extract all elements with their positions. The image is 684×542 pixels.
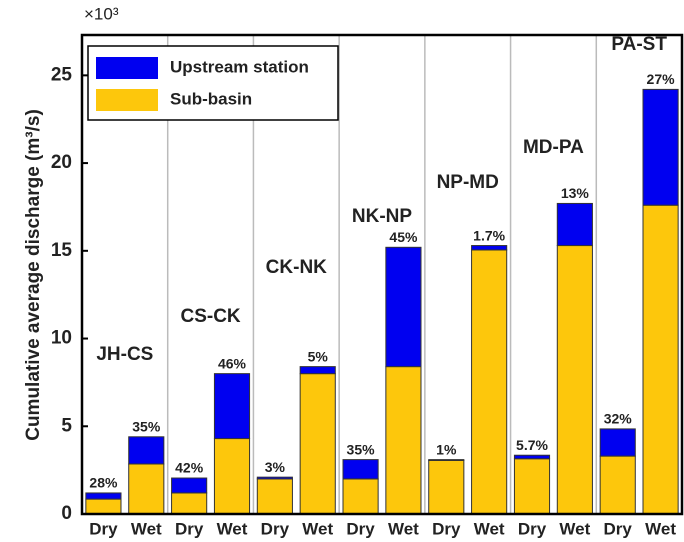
bar-segment: [128, 436, 165, 465]
x-tick-label: Wet: [131, 519, 162, 538]
percent-label: 35%: [347, 441, 376, 457]
x-tick-label: Dry: [346, 519, 375, 538]
y-axis-label: Cumulative average discharge (m³/s): [23, 109, 44, 441]
group-label: PA-ST: [611, 34, 667, 55]
group-label: JH-CS: [96, 344, 153, 365]
bar-segment: [85, 492, 122, 500]
bar-segment: [513, 454, 551, 460]
group-label: NP-MD: [437, 172, 499, 193]
percent-label: 5.7%: [516, 437, 548, 453]
x-tick-label: Dry: [432, 519, 461, 538]
y-tick-label: 0: [61, 503, 72, 524]
legend-label: Upstream station: [170, 57, 309, 76]
bar-segment: [128, 463, 165, 515]
x-tick-label: Wet: [559, 519, 590, 538]
percent-label: 35%: [132, 419, 161, 435]
legend-swatch: [96, 89, 158, 111]
bar-segment: [171, 477, 208, 494]
y-tick-label: 5: [61, 415, 72, 436]
y-tick-label: 25: [51, 64, 73, 85]
x-tick-label: Wet: [217, 519, 248, 538]
bar-segment: [85, 498, 122, 515]
legend-label: Sub-basin: [170, 89, 252, 108]
group-label: NK-NP: [352, 206, 412, 227]
bar-segment: [428, 459, 465, 461]
percent-label: 28%: [89, 475, 118, 491]
bar-segment: [256, 478, 293, 515]
bar-segment: [556, 202, 593, 247]
bar-segment: [513, 458, 551, 515]
bar-segment: [428, 459, 465, 515]
x-tick-label: Wet: [474, 519, 505, 538]
x-tick-label: Dry: [518, 519, 547, 538]
y-tick-label: 10: [51, 328, 72, 349]
bar-segment: [299, 373, 336, 515]
percent-label: 45%: [389, 229, 418, 245]
y-multiplier: ×10³: [84, 4, 119, 23]
percent-label: 3%: [265, 459, 286, 475]
percent-label: 1%: [436, 441, 457, 457]
bar-segment: [471, 245, 508, 251]
x-tick-label: Dry: [175, 519, 204, 538]
y-tick-label: 15: [51, 240, 73, 261]
percent-label: 1.7%: [473, 227, 505, 243]
x-tick-label: Dry: [89, 519, 118, 538]
bar-segment: [385, 246, 422, 368]
bar-segment: [213, 373, 251, 440]
group-label: CK-NK: [266, 257, 327, 278]
x-tick-label: Wet: [645, 519, 676, 538]
x-tick-label: Dry: [261, 519, 290, 538]
bar-segment: [471, 249, 508, 515]
bar-segment: [342, 459, 379, 480]
percent-label: 13%: [561, 185, 590, 201]
y-tick-label: 20: [51, 152, 72, 173]
x-tick-label: Wet: [302, 519, 333, 538]
bar-segment: [385, 366, 422, 515]
percent-label: 27%: [647, 71, 676, 87]
bar-segment: [171, 492, 208, 515]
bar-segment: [342, 478, 379, 515]
percent-label: 46%: [218, 355, 247, 371]
bar-segment: [599, 455, 636, 515]
legend-swatch: [96, 57, 158, 79]
bar-segment: [642, 204, 679, 515]
percent-label: 32%: [604, 411, 633, 427]
x-tick-label: Wet: [388, 519, 419, 538]
group-label: CS-CK: [180, 306, 240, 327]
x-tick-label: Dry: [604, 519, 633, 538]
bar-segment: [599, 428, 636, 457]
bar-segment: [256, 476, 293, 480]
axes-frame: [80, 33, 684, 516]
bar-segment: [642, 88, 679, 206]
group-label: MD-PA: [523, 137, 584, 158]
bar-segment: [556, 245, 593, 515]
bar-segment: [299, 366, 336, 375]
percent-label: 42%: [175, 460, 204, 476]
percent-label: 5%: [308, 348, 329, 364]
bar-segment: [213, 438, 251, 515]
